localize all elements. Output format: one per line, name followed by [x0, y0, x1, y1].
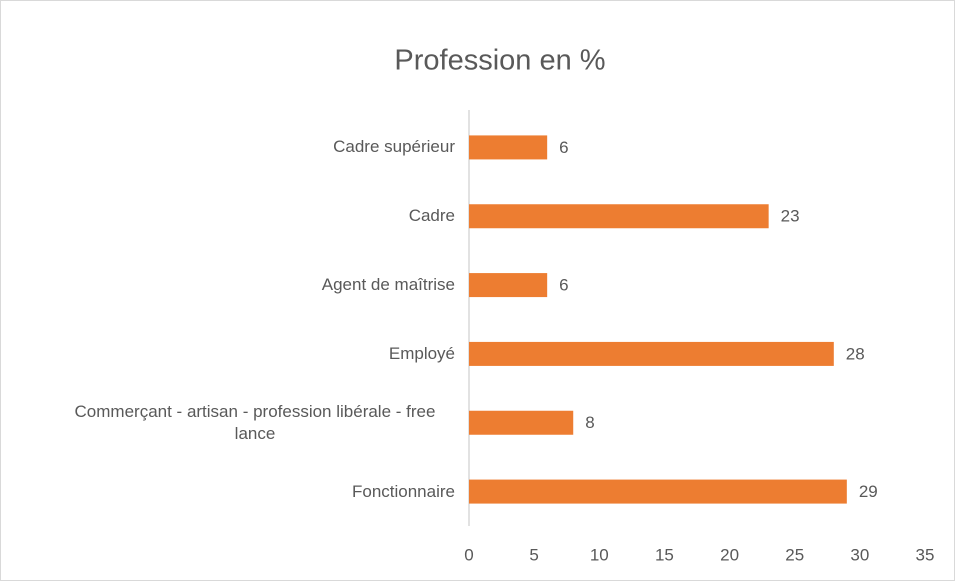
- y-tick-text: Commerçant - artisan - profession libéra…: [74, 401, 436, 443]
- chart-title: Profession en %: [394, 45, 605, 77]
- data-label: 23: [781, 207, 800, 226]
- x-tick-label: 0: [464, 545, 473, 564]
- bar: [469, 135, 548, 160]
- y-tick-label: Agent de maîtrise: [15, 274, 455, 296]
- y-tick-text: Cadre: [408, 206, 455, 226]
- y-tick-label: Cadre supérieur: [15, 136, 455, 158]
- bar: [469, 479, 847, 504]
- y-tick-label: Commerçant - artisan - profession libéra…: [15, 401, 455, 445]
- data-label: 6: [559, 276, 568, 295]
- y-tick-text: Fonctionnaire: [351, 481, 455, 501]
- y-tick-text: Cadre supérieur: [333, 137, 455, 157]
- y-tick-label: Employé: [15, 343, 455, 365]
- x-tick-label: 35: [916, 545, 935, 564]
- y-tick-text: Agent de maîtrise: [321, 275, 455, 295]
- x-tick-label: 30: [850, 545, 869, 564]
- data-label: 8: [585, 413, 594, 432]
- x-tick-label: 20: [720, 545, 739, 564]
- x-tick-label: 25: [785, 545, 804, 564]
- y-tick-label: Fonctionnaire: [15, 481, 455, 503]
- bar: [469, 341, 834, 366]
- bar: [469, 204, 769, 229]
- x-tick-label: 15: [655, 545, 674, 564]
- y-tick-label: Cadre: [15, 205, 455, 227]
- y-tick-text: Employé: [388, 343, 455, 363]
- data-label: 29: [859, 482, 878, 501]
- x-tick-label: 5: [529, 545, 538, 564]
- data-label: 28: [846, 344, 865, 363]
- bar: [469, 273, 548, 298]
- data-label: 6: [559, 138, 568, 157]
- bar: [469, 410, 574, 435]
- x-tick-label: 10: [590, 545, 609, 564]
